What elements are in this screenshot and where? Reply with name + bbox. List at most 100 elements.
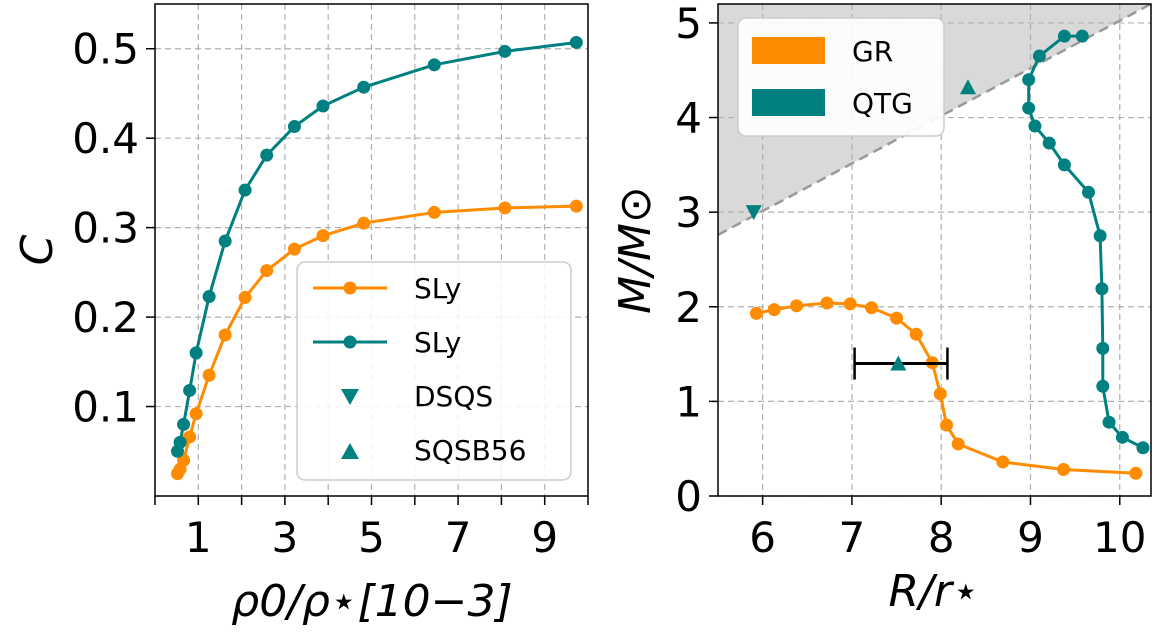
left-legend-marker-sqsb56: [341, 443, 359, 459]
left-sly-0-point: [189, 407, 203, 421]
right-y-tick-label: 4: [675, 94, 702, 143]
right-gr-0-point: [749, 306, 763, 320]
right-gr-0-point: [1057, 463, 1071, 477]
left-chart: 1 3 5 7 9 0.1 0.2 0.3 0.4 0.5 ρ0/ρ⋆[10−3] C SLy S…: [12, 3, 589, 627]
right-y-tick-label: 5: [675, 0, 702, 48]
left-sly-1-point: [238, 183, 252, 197]
right-dsqs-marker-0: [745, 205, 762, 221]
right-gr-0-point: [1129, 466, 1143, 480]
left-sly-1-point: [173, 435, 187, 449]
right-qtg-1-point: [1022, 101, 1036, 115]
right-legend-frame: [737, 17, 945, 137]
right-legend-label-qtg: QTG: [852, 87, 913, 120]
right-gr-0-point: [909, 327, 923, 341]
left-sly-1-point: [202, 290, 216, 304]
left-sly-1-point: [569, 35, 583, 49]
right-qtg-1-point: [1096, 341, 1110, 355]
left-sly-0-point: [183, 430, 197, 444]
right-y-tick-label: 0: [675, 472, 702, 521]
left-sly-0-point: [569, 199, 583, 213]
left-y-tick-label: 0.1: [72, 383, 139, 432]
left-x-tick-label: 7: [445, 513, 472, 562]
left-sly-1-point: [316, 99, 330, 113]
right-qtg-1-point: [1136, 441, 1150, 455]
left-ticks: 1 3 5 7 9 0.1 0.2 0.3 0.4 0.5: [72, 25, 589, 562]
right-qtg-1-point: [1032, 49, 1046, 63]
right-gr-0-point: [820, 296, 834, 310]
right-x-tick-label: 10: [1093, 513, 1146, 562]
right-x-tick-label: 9: [1017, 513, 1044, 562]
left-sly-0-point: [260, 264, 274, 278]
left-y-tick-label: 0.3: [72, 204, 139, 253]
left-y-axis-label: C: [12, 234, 63, 265]
right-legend-swatch-gr: [752, 37, 825, 64]
right-legend-label-gr: GR: [852, 35, 893, 68]
right-y-tick-label: 1: [675, 377, 702, 426]
left-sly-1-point: [260, 148, 274, 162]
left-x-axis-label: ρ0/ρ⋆[10−3]: [231, 576, 512, 627]
left-sly-0-point: [287, 242, 301, 256]
right-gr-0-point: [940, 418, 954, 432]
right-legend-swatch-qtg: [752, 89, 825, 116]
right-gr-0-point: [933, 387, 947, 401]
right-ticks: 6 7 8 9 10 0 1 2 3 4 5: [675, 0, 1146, 562]
right-gr-0-point: [996, 455, 1010, 469]
right-gr-0-point: [843, 297, 857, 311]
right-gr-0-point: [951, 437, 965, 451]
right-gr-0-point: [790, 299, 804, 313]
left-legend-frame: [296, 261, 572, 481]
left-sly-0-point: [238, 290, 252, 304]
left-legend-marker-sly-gr: [343, 281, 357, 295]
right-qtg-1-point: [1095, 282, 1109, 296]
left-sly-0-point: [357, 216, 371, 230]
right-qtg-1-point: [1028, 119, 1042, 133]
left-legend-label-dsqs: DSQS: [414, 380, 493, 413]
right-x-tick-label: 8: [928, 513, 955, 562]
left-sly-0-point: [202, 368, 216, 382]
right-gr-0-line: [756, 301, 1136, 475]
left-sly-1-point: [427, 58, 441, 72]
right-gr-0-point: [890, 311, 904, 325]
left-sly-1-point: [189, 346, 203, 360]
left-sly-1-point: [498, 44, 512, 58]
right-qtg-1-point: [1115, 430, 1129, 444]
right-plot-frame: [717, 3, 1152, 497]
left-x-tick-label: 3: [272, 513, 299, 562]
right-qtg-1-line: [1027, 34, 1144, 450]
right-legend: GR QTG: [737, 17, 945, 137]
left-legend-marker-sly-qtg: [343, 335, 357, 349]
right-qtg-1-point: [1075, 29, 1089, 43]
left-legend-label-sly-qtg: SLy: [414, 326, 461, 359]
right-y-axis-label: M/M⊙: [610, 186, 661, 314]
right-chart: 6 7 8 9 10 0 1 2 3 4 5 R/r⋆ M/M⊙ GR QTG: [610, 0, 1152, 617]
right-qtg-1-point: [1042, 136, 1056, 150]
left-y-tick-label: 0.2: [72, 293, 139, 342]
right-x-tick-label: 7: [839, 513, 866, 562]
right-qtg-1-point: [1022, 73, 1036, 87]
left-legend: SLy SLy DSQS SQSB56: [296, 261, 572, 481]
left-legend-label-sly-gr: SLy: [414, 272, 461, 305]
left-sly-1-point: [183, 383, 197, 397]
left-x-tick-label: 5: [358, 513, 385, 562]
right-qtg-1-point: [1096, 379, 1110, 393]
right-y-tick-label: 2: [675, 283, 702, 332]
right-x-tick-label: 6: [749, 513, 776, 562]
left-sly-0-point: [427, 205, 441, 219]
right-gr-0-point: [865, 301, 879, 315]
left-sly-0-point: [316, 229, 330, 243]
left-legend-label-sqsb56: SQSB56: [414, 434, 526, 467]
left-x-tick-label: 1: [185, 513, 212, 562]
right-x-axis-label: R/r⋆: [888, 566, 979, 617]
right-qtg-1-point: [1057, 29, 1071, 43]
left-sly-1-point: [287, 120, 301, 134]
right-qtg-1-point: [1102, 415, 1116, 429]
left-legend-marker-dsqs: [341, 389, 359, 405]
left-y-tick-label: 0.4: [72, 114, 139, 163]
right-sqsb56-marker-1: [959, 79, 976, 95]
right-gr-0-point: [767, 303, 781, 317]
right-qtg-1-point: [1093, 229, 1107, 243]
right-qtg-1-point: [1082, 185, 1096, 199]
right-y-tick-label: 3: [675, 188, 702, 237]
left-y-tick-label: 0.5: [72, 25, 139, 74]
